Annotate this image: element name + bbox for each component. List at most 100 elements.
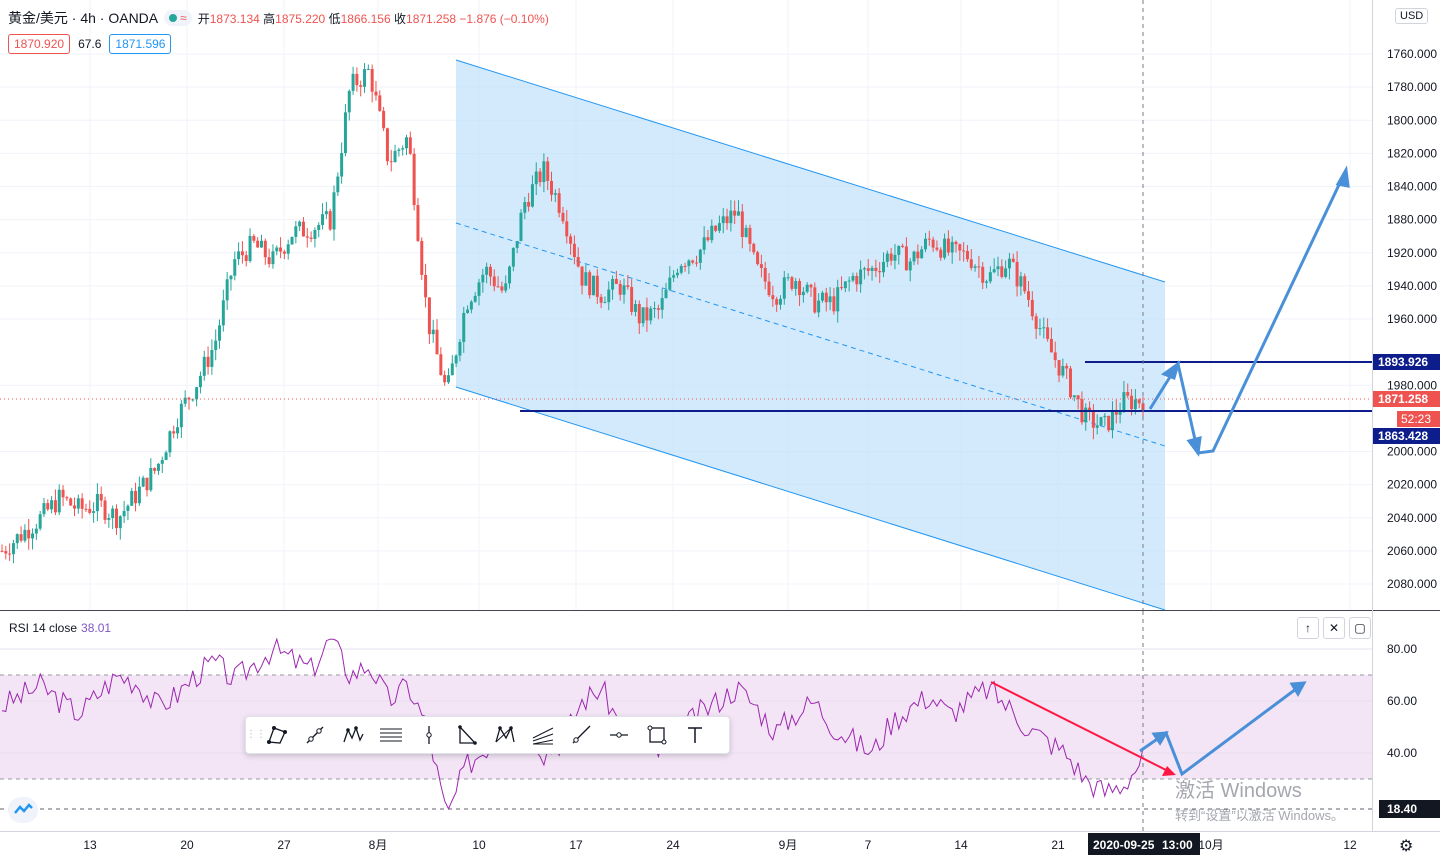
candle-body [988,272,992,282]
candle-body [378,95,382,111]
rsi-divergence-trend[interactable] [990,681,1176,776]
text-icon[interactable] [676,717,714,753]
candle-body [267,257,271,265]
drawing-toolbar[interactable]: ⋮⋮ [245,716,730,754]
triangle-pattern-icon[interactable] [258,717,296,753]
vertical-line-icon[interactable] [410,717,448,753]
price-tick-label: 1960.000 [1387,312,1437,326]
currency-button[interactable]: USD [1395,8,1429,24]
candle-body [519,212,523,241]
candle-body [462,312,466,342]
ray-icon[interactable] [562,717,600,753]
rsi-title[interactable]: RSI 14 close [9,621,78,635]
candle-body [901,245,905,247]
candle-body [53,500,57,513]
candle-body [374,91,378,96]
candle-body [611,279,615,290]
trend-line-icon[interactable] [296,717,334,753]
candle-body [923,238,927,250]
lower-level-marker: 1863.428 [1373,428,1440,444]
abcd-pattern-icon[interactable] [448,717,486,753]
remove-pane-button[interactable]: ✕ [1323,617,1345,639]
candle-body [687,260,691,267]
market-status[interactable]: ≈ [164,10,192,26]
candle-body [114,508,118,529]
candle-body [733,210,737,216]
candle-body [485,266,489,275]
candle-body [828,296,832,303]
candle-body [626,285,630,287]
maximize-pane-button[interactable]: ▢ [1349,617,1371,639]
price-tick-label: 2000.000 [1387,445,1437,459]
price-chart[interactable] [0,0,1372,611]
price-scale-labels[interactable]: 2080.000 2060.000 2040.000 2020.000 2000.000… [1373,0,1440,831]
candle-body [893,254,897,261]
projection-arrows[interactable] [1148,165,1350,457]
candle-body [511,247,515,267]
candle-body [145,477,149,491]
candle-body [805,284,809,292]
candle-body [42,503,46,515]
quote-widget: 1870.920 67.6 1871.596 [8,34,172,54]
time-axis[interactable]: 13 20 27 8月 10 17 24 9月 7 14 21 10月 12 2020-09-25 13… [0,831,1440,856]
candle-body [950,241,954,253]
candle-body [126,505,130,511]
buy-button[interactable]: 1871.596 [109,34,172,54]
rsi-projection-arrows[interactable] [1139,681,1307,777]
symbol-title[interactable]: 黄金/美元 · 4h · OANDA [8,10,159,26]
channel-lower-line[interactable] [455,386,1166,611]
candle-body [977,266,981,268]
channel-upper-line[interactable] [455,59,1166,283]
candle-body [46,503,50,510]
toolbar-drag-handle[interactable]: ⋮⋮ [246,729,266,740]
candle-body [95,493,99,512]
candle-body [565,221,569,237]
settings-gear-icon[interactable]: ⚙ [1399,838,1414,855]
time-tick-label: 12 [1343,838,1357,852]
candle-body [1130,395,1134,410]
candle-body [313,230,317,239]
tradingview-logo-icon[interactable] [8,797,38,823]
price-chart-pane[interactable] [0,0,1372,611]
rsi-legend[interactable]: RSI 14 close 38.01 [9,621,111,635]
time-axis-labels[interactable]: 13 20 27 8月 10 17 24 9月 7 14 21 10月 12 2020-09-25 13… [0,832,1440,856]
pane-separator[interactable] [0,610,1440,611]
xabcd-pattern-icon[interactable] [486,717,524,753]
candle-body [1030,299,1034,317]
candle-body [710,225,714,241]
candle-body [237,251,241,260]
candle-body [1133,399,1137,410]
candle-body [1118,411,1122,415]
candle-body [782,277,786,299]
candle-body [1023,276,1027,292]
candle-body [698,249,702,263]
candle-body [420,240,424,275]
candle-body [1114,409,1118,415]
price-scale[interactable]: 2080.000 2060.000 2040.000 2020.000 2000.000… [1372,0,1440,831]
candle-body [969,259,973,268]
candle-body [1084,407,1088,423]
candle-body [103,500,107,520]
sell-button[interactable]: 1870.920 [8,34,71,54]
rectangle-icon[interactable] [638,717,676,753]
candle-body [275,247,279,252]
candle-body [683,265,687,267]
move-pane-up-button[interactable]: ↑ [1297,617,1319,639]
candle-body [572,243,576,258]
candle-body [962,250,966,252]
candle-body [271,251,275,265]
parallel-lines-icon[interactable] [372,717,410,753]
candle-body [195,387,199,400]
cursor-date-label: 2020-09-25 [1093,838,1155,852]
horizontal-line-icon[interactable] [600,717,638,753]
channel-middle-line[interactable] [455,222,1166,447]
last-price-marker: 1871.258 [1373,391,1440,407]
candle-body [889,253,893,261]
symbol-legend[interactable]: 黄金/美元 · 4h · OANDA ≈ 开1873.134 高1875.220… [8,8,549,28]
time-tick-label: 21 [1051,838,1065,852]
fib-channel-icon[interactable] [524,717,562,753]
elliott-wave-icon[interactable] [334,717,372,753]
candle-body [38,514,42,529]
candle-body [622,285,626,295]
candle-body [1126,392,1130,396]
